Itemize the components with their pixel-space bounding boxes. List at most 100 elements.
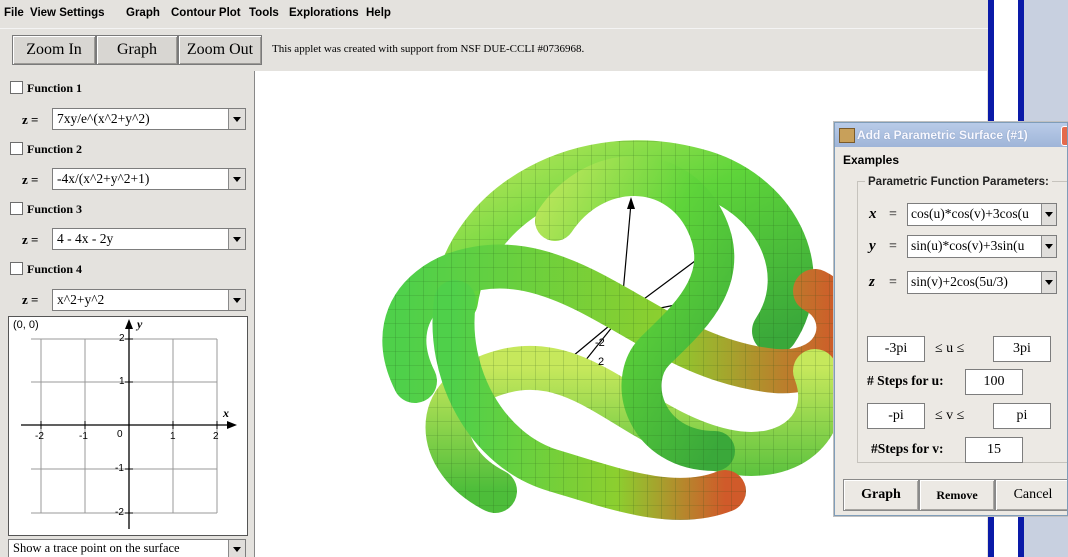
x-axis-arrow-icon <box>227 421 237 429</box>
function-2-expression: -4x/(x^2+y^2+1) <box>57 171 150 186</box>
dialog-graph-button[interactable]: Graph <box>843 479 919 511</box>
z-axis-arrow-icon <box>627 197 635 209</box>
menu-explorations[interactable]: Explorations <box>289 7 359 19</box>
tick-marks <box>40 338 218 514</box>
function-2-label: Function 2 <box>27 142 83 156</box>
chevron-down-icon[interactable] <box>228 169 245 189</box>
function-4-z-label: z = <box>22 292 39 307</box>
dialog-title: Add a Parametric Surface (#1) <box>857 128 1028 142</box>
menu-view-settings[interactable]: View Settings <box>30 7 105 19</box>
x-tick-label: -1 <box>79 431 88 442</box>
function-3-label: Function 3 <box>27 202 83 216</box>
java-cup-icon <box>839 128 855 143</box>
applet-window: File View Settings Graph Contour Plot To… <box>0 0 988 557</box>
chevron-down-icon[interactable] <box>228 229 245 249</box>
menu-bar: File View Settings Graph Contour Plot To… <box>0 0 988 29</box>
function-1-checkbox[interactable]: Function 1 <box>10 81 82 96</box>
menu-file[interactable]: File <box>4 7 24 19</box>
z-expression-field[interactable]: sin(v)+2cos(5u/3) <box>907 271 1057 294</box>
function-4-expression: x^2+y^2 <box>57 292 105 307</box>
remove-button[interactable]: Remove <box>919 479 995 511</box>
function-3-expression-field[interactable]: 4 - 4x - 2y <box>52 228 246 250</box>
menu-graph[interactable]: Graph <box>126 7 160 19</box>
close-icon[interactable]: ✕ <box>1061 126 1067 146</box>
equals-sign: = <box>889 207 897 222</box>
function-3-z-label: z = <box>22 232 39 247</box>
v-steps-label: #Steps for v: <box>871 441 944 456</box>
x-tick-label: 2 <box>213 431 219 442</box>
x-tick-label: 0 <box>117 429 123 440</box>
equals-sign: = <box>889 275 897 290</box>
y-tick-label: -2 <box>115 507 124 518</box>
parameters-group-title: Parametric Function Parameters: <box>865 176 1052 188</box>
function-4-checkbox[interactable]: Function 4 <box>10 262 82 277</box>
chevron-down-icon[interactable] <box>1041 204 1056 225</box>
function-2-z-label: z = <box>22 172 39 187</box>
u-max-field[interactable]: 3pi <box>993 336 1051 362</box>
y-tick-label: -1 <box>115 463 124 474</box>
examples-menu[interactable]: Examples <box>843 153 900 167</box>
x-tick-label: 1 <box>170 431 176 442</box>
checkbox-icon <box>10 142 23 155</box>
chevron-down-icon[interactable] <box>228 109 245 129</box>
equals-sign: = <box>889 239 897 254</box>
y-variable-label: y <box>869 238 876 254</box>
function-1-z-label: z = <box>22 112 39 127</box>
checkbox-icon <box>10 202 23 215</box>
menu-contour-plot[interactable]: Contour Plot <box>171 7 241 19</box>
u-steps-field[interactable]: 100 <box>965 369 1023 395</box>
chevron-down-icon[interactable] <box>1041 236 1056 257</box>
y-expression: sin(u)*cos(v)+3sin(u <box>911 238 1025 253</box>
parametric-surface-plot <box>382 140 861 520</box>
3d-axis-tick-label: 2 <box>598 356 605 368</box>
cancel-button[interactable]: Cancel <box>995 479 1067 511</box>
v-max-field[interactable]: pi <box>993 403 1051 429</box>
function-1-label: Function 1 <box>27 81 83 95</box>
zoom-out-button[interactable]: Zoom Out <box>178 35 262 65</box>
grid-lines <box>31 338 218 514</box>
trace-option-select[interactable]: Show a trace point on the surface <box>8 539 246 557</box>
v-range-label: ≤ v ≤ <box>935 408 965 423</box>
chevron-down-icon[interactable] <box>228 540 245 557</box>
z-expression: sin(v)+2cos(5u/3) <box>911 274 1008 289</box>
parametric-surface-dialog: Add a Parametric Surface (#1) ✕ Examples… <box>834 122 1068 516</box>
dialog-title-bar[interactable]: Add a Parametric Surface (#1) ✕ <box>835 123 1067 147</box>
v-steps-field[interactable]: 15 <box>965 437 1023 463</box>
nsf-support-note: This applet was created with support fro… <box>272 43 585 55</box>
v-min-field[interactable]: -pi <box>867 403 925 429</box>
menu-help[interactable]: Help <box>366 7 391 19</box>
function-1-expression: 7xy/e^(x^2+y^2) <box>57 111 150 126</box>
x-expression-field[interactable]: cos(u)*cos(v)+3cos(u <box>907 203 1057 226</box>
function-1-expression-field[interactable]: 7xy/e^(x^2+y^2) <box>52 108 246 130</box>
x-expression: cos(u)*cos(v)+3cos(u <box>911 206 1029 221</box>
zoom-in-button[interactable]: Zoom In <box>12 35 96 65</box>
function-2-expression-field[interactable]: -4x/(x^2+y^2+1) <box>52 168 246 190</box>
y-tick-label: 2 <box>119 333 125 344</box>
chevron-down-icon[interactable] <box>228 290 245 310</box>
x-axis-label: x <box>223 406 229 420</box>
u-min-field[interactable]: -3pi <box>867 336 925 362</box>
function-3-checkbox[interactable]: Function 3 <box>10 202 82 217</box>
function-4-label: Function 4 <box>27 262 83 276</box>
z-variable-label: z <box>869 274 875 290</box>
function-4-expression-field[interactable]: x^2+y^2 <box>52 289 246 311</box>
graph-button[interactable]: Graph <box>96 35 178 65</box>
u-steps-label: # Steps for u: <box>867 373 944 388</box>
checkbox-icon <box>10 81 23 94</box>
coordinate-readout: (0, 0) <box>13 319 39 331</box>
chevron-down-icon[interactable] <box>1041 272 1056 293</box>
axes <box>21 323 233 529</box>
y-expression-field[interactable]: sin(u)*cos(v)+3sin(u <box>907 235 1057 258</box>
checkbox-icon <box>10 262 23 275</box>
x-tick-label: -2 <box>35 431 44 442</box>
x-variable-label: x <box>869 206 877 222</box>
trace-graph[interactable]: (0, 0) x y -2 -1 0 1 2 2 1 -1 -2 <box>8 316 248 536</box>
trace-option-value: Show a trace point on the surface <box>13 541 180 555</box>
function-2-checkbox[interactable]: Function 2 <box>10 142 82 157</box>
knot-surface <box>382 140 861 520</box>
3d-axis-tick-label: -2 <box>595 337 605 349</box>
menu-tools[interactable]: Tools <box>249 7 279 19</box>
y-tick-label: 1 <box>119 376 125 387</box>
u-range-label: ≤ u ≤ <box>935 341 965 356</box>
y-axis-arrow-icon <box>125 319 133 329</box>
